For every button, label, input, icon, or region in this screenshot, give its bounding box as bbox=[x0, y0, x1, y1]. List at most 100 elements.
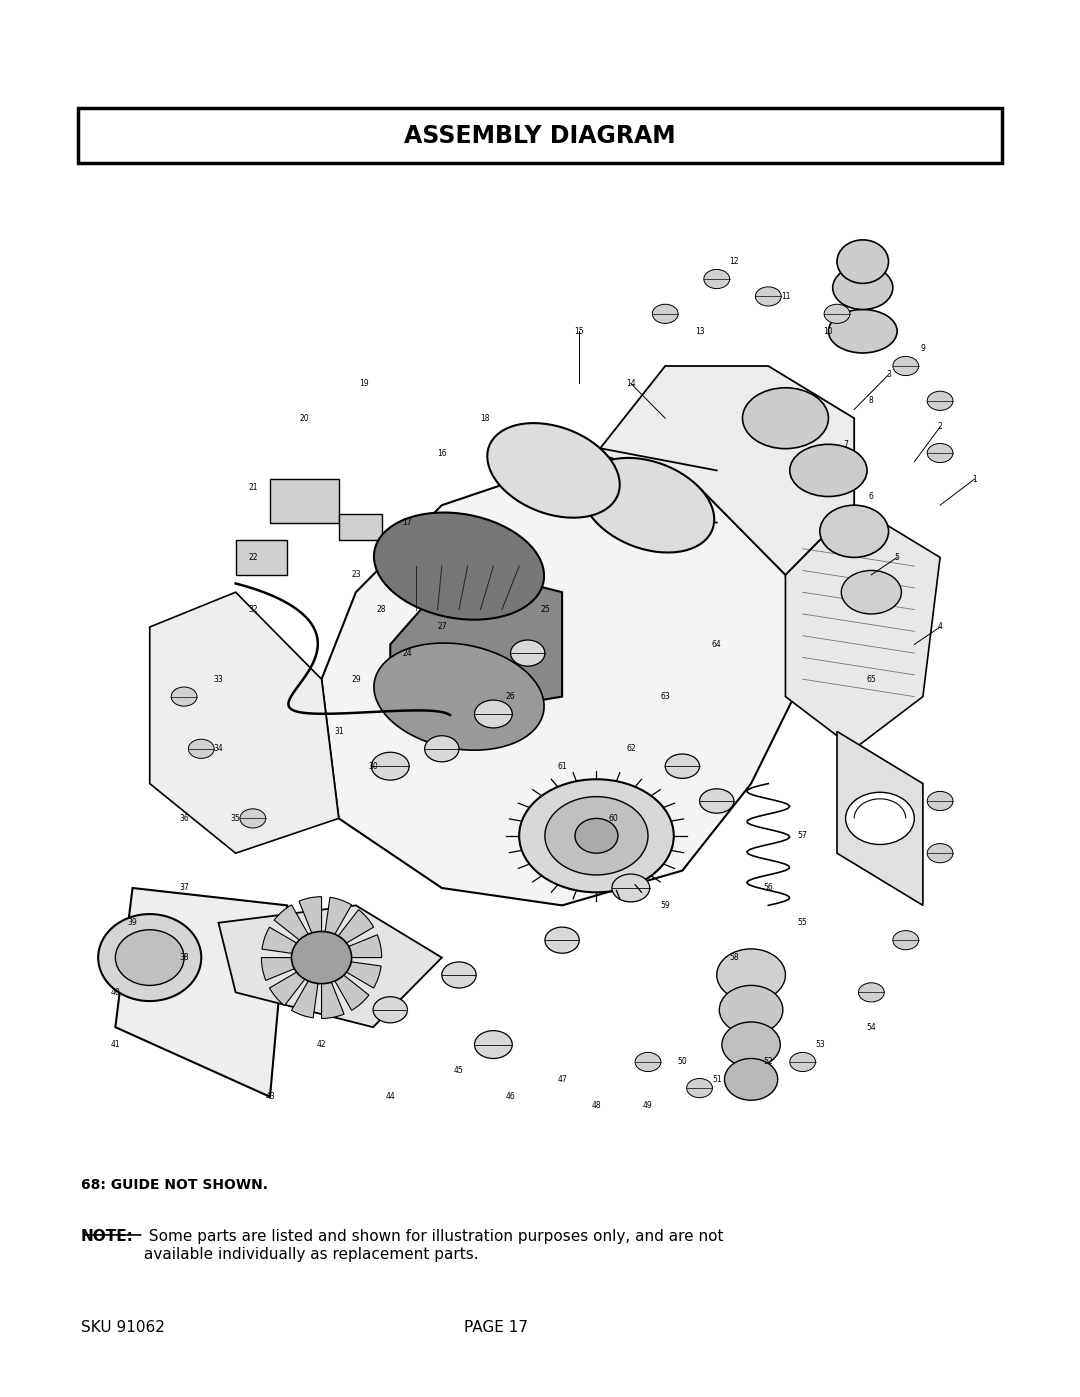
Text: 52: 52 bbox=[764, 1058, 773, 1066]
Ellipse shape bbox=[789, 1052, 815, 1071]
Text: 63: 63 bbox=[660, 692, 670, 701]
Wedge shape bbox=[262, 928, 322, 957]
Text: 49: 49 bbox=[643, 1101, 653, 1111]
Text: 18: 18 bbox=[480, 414, 489, 423]
Ellipse shape bbox=[545, 796, 648, 875]
Text: PAGE 17: PAGE 17 bbox=[464, 1320, 528, 1336]
Ellipse shape bbox=[725, 1059, 778, 1101]
Wedge shape bbox=[299, 897, 322, 957]
Text: 12: 12 bbox=[729, 257, 739, 265]
Text: 54: 54 bbox=[866, 1023, 876, 1031]
Text: 21: 21 bbox=[248, 483, 257, 492]
Ellipse shape bbox=[374, 643, 544, 750]
Ellipse shape bbox=[424, 736, 459, 761]
Ellipse shape bbox=[172, 687, 197, 705]
Ellipse shape bbox=[687, 1078, 713, 1098]
Wedge shape bbox=[322, 957, 369, 1010]
Ellipse shape bbox=[789, 444, 867, 496]
Ellipse shape bbox=[511, 640, 545, 666]
Text: 57: 57 bbox=[798, 831, 808, 840]
Polygon shape bbox=[390, 566, 562, 714]
Text: 44: 44 bbox=[386, 1092, 395, 1101]
Ellipse shape bbox=[928, 844, 953, 863]
Ellipse shape bbox=[372, 752, 409, 780]
Ellipse shape bbox=[824, 305, 850, 323]
Ellipse shape bbox=[928, 443, 953, 462]
Text: 3: 3 bbox=[886, 370, 891, 379]
Text: 46: 46 bbox=[505, 1092, 515, 1101]
Ellipse shape bbox=[700, 789, 734, 813]
Text: ASSEMBLY DIAGRAM: ASSEMBLY DIAGRAM bbox=[404, 123, 676, 148]
Wedge shape bbox=[322, 909, 374, 957]
Text: 34: 34 bbox=[214, 745, 224, 753]
Text: 56: 56 bbox=[764, 883, 773, 893]
Text: 48: 48 bbox=[592, 1101, 602, 1111]
Ellipse shape bbox=[717, 949, 785, 1002]
Ellipse shape bbox=[519, 780, 674, 893]
Text: 31: 31 bbox=[334, 726, 343, 736]
Text: 1: 1 bbox=[972, 475, 976, 483]
Text: 61: 61 bbox=[557, 761, 567, 771]
Polygon shape bbox=[596, 366, 854, 574]
Text: 37: 37 bbox=[179, 883, 189, 893]
Ellipse shape bbox=[487, 423, 620, 518]
Text: 53: 53 bbox=[815, 1041, 825, 1049]
Polygon shape bbox=[837, 732, 923, 905]
Text: 40: 40 bbox=[110, 988, 120, 997]
Wedge shape bbox=[322, 957, 381, 988]
Bar bbox=[339, 514, 381, 541]
Ellipse shape bbox=[575, 819, 618, 854]
Ellipse shape bbox=[742, 388, 828, 448]
Ellipse shape bbox=[893, 356, 919, 376]
Text: 50: 50 bbox=[677, 1058, 687, 1066]
Ellipse shape bbox=[928, 792, 953, 810]
Text: 59: 59 bbox=[660, 901, 670, 909]
Text: 24: 24 bbox=[403, 648, 413, 658]
Text: 8: 8 bbox=[869, 397, 874, 405]
Ellipse shape bbox=[704, 270, 730, 289]
Text: 15: 15 bbox=[575, 327, 584, 335]
Text: 58: 58 bbox=[729, 953, 739, 963]
Ellipse shape bbox=[373, 996, 407, 1023]
Text: 7: 7 bbox=[843, 440, 848, 448]
Text: 51: 51 bbox=[712, 1074, 721, 1084]
Ellipse shape bbox=[928, 391, 953, 411]
Text: 20: 20 bbox=[299, 414, 309, 423]
Ellipse shape bbox=[755, 286, 781, 306]
Text: 33: 33 bbox=[214, 675, 224, 683]
Text: 10: 10 bbox=[824, 327, 834, 335]
Ellipse shape bbox=[652, 305, 678, 323]
Wedge shape bbox=[270, 957, 322, 1006]
Ellipse shape bbox=[719, 985, 783, 1034]
Text: 30: 30 bbox=[368, 761, 378, 771]
Ellipse shape bbox=[846, 792, 915, 844]
Ellipse shape bbox=[374, 513, 544, 620]
Text: 26: 26 bbox=[505, 692, 515, 701]
Polygon shape bbox=[322, 453, 802, 905]
Text: 5: 5 bbox=[894, 553, 900, 562]
Ellipse shape bbox=[292, 932, 352, 983]
Ellipse shape bbox=[116, 930, 184, 985]
Text: 22: 22 bbox=[248, 553, 257, 562]
Text: 65: 65 bbox=[866, 675, 876, 683]
Text: 13: 13 bbox=[694, 327, 704, 335]
Text: Some parts are listed and shown for illustration purposes only, and are not
avai: Some parts are listed and shown for illu… bbox=[144, 1229, 724, 1261]
Text: 35: 35 bbox=[231, 814, 241, 823]
Ellipse shape bbox=[545, 928, 579, 953]
Polygon shape bbox=[218, 905, 442, 1027]
Ellipse shape bbox=[665, 754, 700, 778]
Text: 19: 19 bbox=[360, 379, 369, 388]
Text: 23: 23 bbox=[351, 570, 361, 580]
Wedge shape bbox=[274, 905, 322, 957]
Polygon shape bbox=[785, 506, 940, 749]
Ellipse shape bbox=[612, 875, 650, 902]
Text: 6: 6 bbox=[869, 492, 874, 502]
Bar bbox=[235, 541, 287, 574]
Text: 41: 41 bbox=[110, 1041, 120, 1049]
Text: 32: 32 bbox=[248, 605, 258, 615]
Ellipse shape bbox=[474, 700, 512, 728]
Ellipse shape bbox=[833, 265, 893, 310]
Polygon shape bbox=[150, 592, 339, 854]
Text: 14: 14 bbox=[626, 379, 636, 388]
Text: 17: 17 bbox=[403, 518, 413, 527]
